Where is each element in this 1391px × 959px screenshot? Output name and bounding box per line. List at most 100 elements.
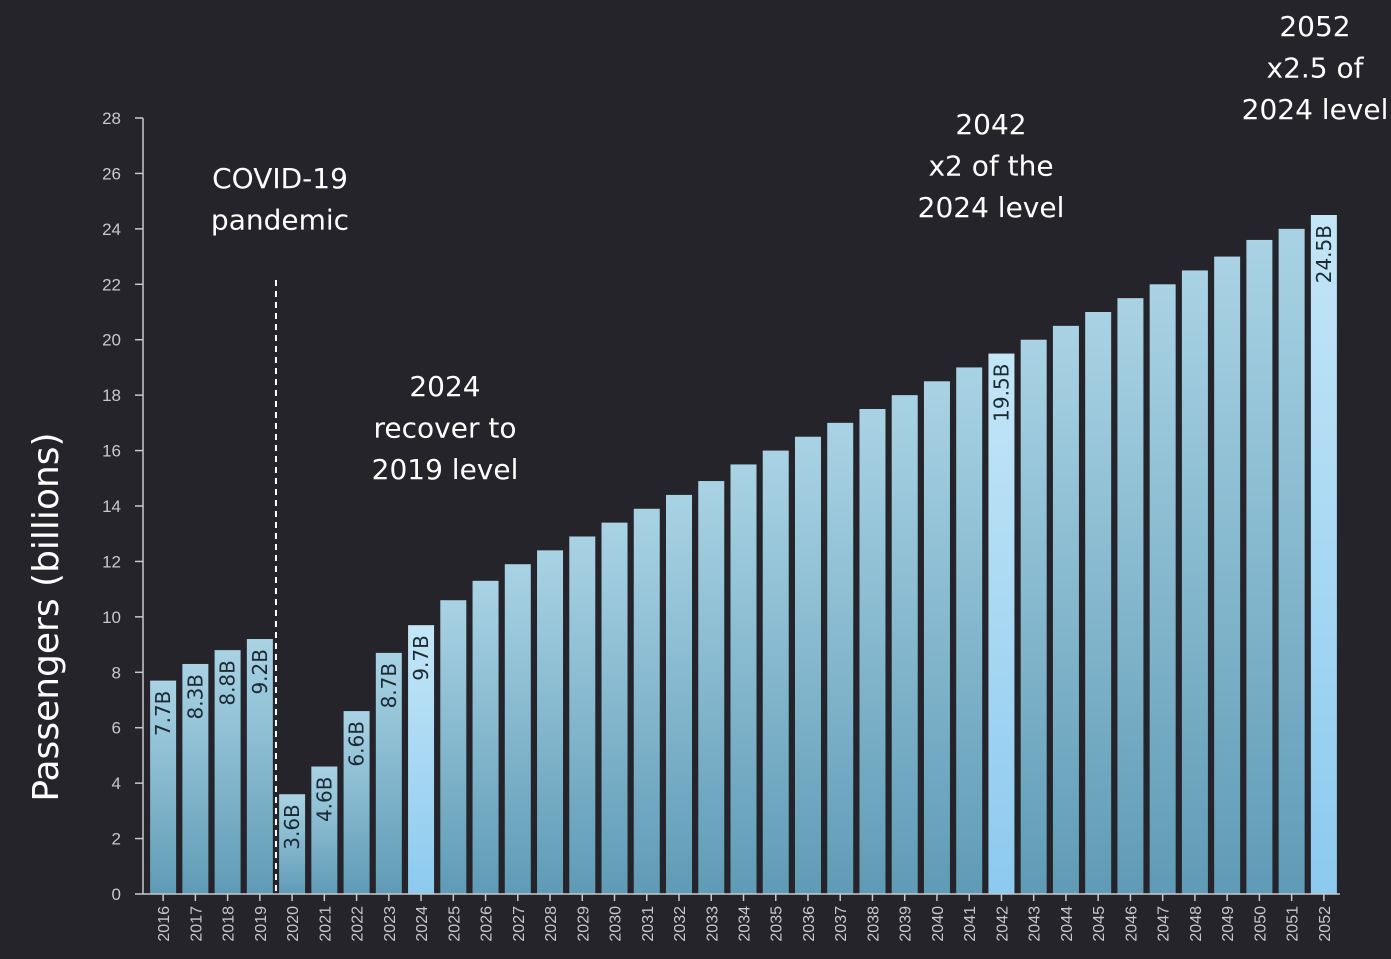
bar-value-label-2023: 8.7B (377, 663, 401, 709)
bar-2050 (1246, 239, 1273, 894)
x-tick-label: 2045 (1091, 906, 1108, 942)
bar-2020 (279, 794, 306, 894)
annotation-triple: 2052 x2.5 of 2024 level (1242, 10, 1389, 126)
x-tick-label: 2044 (1059, 906, 1076, 942)
bar-2030 (601, 522, 628, 894)
bar-2042 (988, 353, 1015, 895)
bar-2021 (311, 766, 338, 894)
y-tick-label: 2 (112, 830, 121, 849)
bar-2019 (246, 639, 273, 894)
x-tick-label: 2032 (672, 906, 689, 942)
x-tick-label: 2046 (1123, 906, 1140, 942)
bar-2025 (440, 600, 467, 894)
bar-value-label-2020: 3.6B (280, 804, 304, 850)
x-tick-label: 2016 (156, 906, 173, 942)
bar-2044 (1052, 325, 1079, 894)
x-tick-label: 2035 (769, 906, 786, 942)
bar-value-label-2017: 8.3B (183, 674, 207, 720)
x-tick-label: 2038 (865, 906, 882, 942)
y-axis-label: Passengers (billions) (26, 432, 67, 801)
bar-2037 (827, 422, 854, 894)
bar-value-label-2022: 6.6B (345, 721, 369, 767)
x-tick-label: 2020 (285, 906, 302, 942)
bar-value-label-2024: 9.7B (409, 635, 433, 681)
bar-value-label-2018: 8.8B (216, 660, 240, 706)
bar-2039 (891, 395, 918, 894)
x-tick-label: 2031 (640, 906, 657, 942)
bar-2041 (956, 367, 983, 894)
bar-2032 (666, 494, 693, 894)
x-tick-label: 2048 (1188, 906, 1205, 942)
x-tick-label: 2041 (962, 906, 979, 942)
bar-2045 (1085, 312, 1112, 894)
bar-2029 (569, 536, 596, 894)
bar-value-label-2052: 24.5B (1312, 225, 1336, 283)
annotation-covid: COVID-19 pandemic (211, 162, 349, 237)
x-tick-label: 2047 (1156, 906, 1173, 942)
y-tick-label: 8 (112, 663, 121, 682)
x-tick-label: 2040 (930, 906, 947, 942)
bar-2022 (343, 711, 370, 894)
x-tick-label: 2042 (994, 906, 1011, 942)
x-tick-label: 2019 (253, 906, 270, 942)
y-tick-label: 26 (102, 164, 121, 183)
bar-2052 (1310, 215, 1337, 894)
y-tick-label: 6 (112, 719, 121, 738)
bar-value-label-2021: 4.6B (312, 777, 336, 823)
x-tick-label: 2024 (414, 906, 431, 942)
x-tick-label: 2021 (317, 906, 334, 942)
y-tick-label: 14 (102, 497, 121, 516)
x-tick-label: 2030 (608, 906, 625, 942)
bar-2038 (859, 409, 886, 894)
y-tick-label: 12 (102, 552, 121, 571)
y-tick-label: 10 (102, 608, 121, 627)
y-tick-label: 16 (102, 442, 121, 461)
y-tick-label: 22 (102, 275, 121, 294)
x-tick-label: 2017 (188, 906, 205, 942)
bar-value-labels: 7.7B 8.3B 8.8B 9.2B 3.6B 4.6B 6.6B 8.7B 9.7B 19.5… (151, 225, 1336, 850)
bar-2031 (633, 508, 660, 894)
bar-2026 (472, 580, 499, 894)
annotations: COVID-19 pandemic 2024 recover to 2019 level… (211, 10, 1388, 894)
bars (150, 215, 1337, 895)
bar-2024 (408, 625, 435, 894)
bar-2046 (1117, 298, 1144, 895)
x-tick-label: 2034 (737, 906, 754, 942)
annotation-recover: 2024 recover to 2019 level (372, 370, 519, 486)
y-tick-label: 0 (112, 885, 121, 904)
y-tick-label: 24 (102, 220, 121, 239)
x-tick-label: 2036 (801, 906, 818, 942)
bar-2028 (537, 550, 564, 894)
bar-2033 (698, 481, 725, 894)
bar-2023 (375, 652, 402, 894)
bar-value-label-2016: 7.7B (151, 691, 175, 737)
x-tick-label: 2043 (1027, 906, 1044, 942)
bar-2040 (923, 381, 950, 894)
y-tick-label: 28 (102, 109, 121, 128)
bar-2016 (150, 680, 177, 894)
y-tick-label: 18 (102, 386, 121, 405)
x-tick-label: 2023 (382, 906, 399, 942)
x-tick-label: 2033 (704, 906, 721, 942)
x-tick-label: 2018 (221, 906, 238, 942)
bar-2017 (182, 663, 209, 894)
x-tick-label: 2051 (1285, 906, 1302, 942)
bar-2048 (1181, 270, 1208, 894)
x-tick-label: 2050 (1252, 906, 1269, 942)
x-tick-label: 2029 (575, 906, 592, 942)
x-tick-label: 2039 (898, 906, 915, 942)
x-tick-label: 2026 (479, 906, 496, 942)
x-tick-label: 2027 (511, 906, 528, 942)
bar-2047 (1149, 284, 1176, 894)
x-tick-label: 2022 (350, 906, 367, 942)
bar-2043 (1020, 339, 1047, 894)
bar-2034 (730, 464, 757, 894)
x-tick-label: 2049 (1220, 906, 1237, 942)
y-tick-label: 20 (102, 331, 121, 350)
x-tick-label: 2037 (833, 906, 850, 942)
bar-2035 (762, 450, 789, 894)
bar-value-label-2042: 19.5B (989, 364, 1013, 422)
x-tick-label: 2028 (543, 906, 560, 942)
